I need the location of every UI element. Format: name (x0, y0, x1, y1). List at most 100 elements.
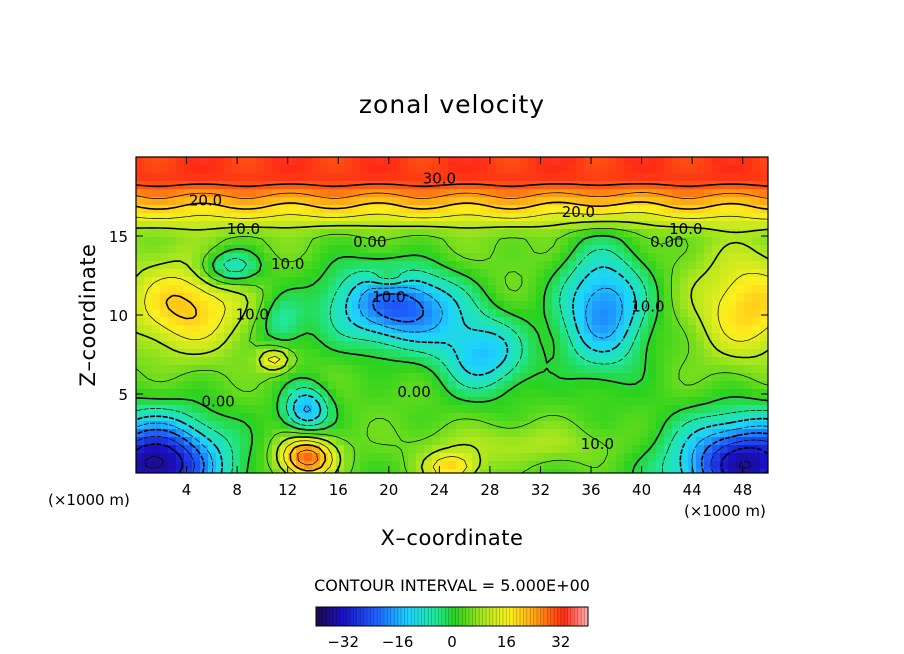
colorbar-segment (571, 607, 575, 626)
colorbar-segment (577, 607, 582, 626)
contour-line (136, 248, 768, 473)
contour-line (136, 287, 768, 473)
colorbar-segment (336, 607, 341, 626)
colorbar-ticks: −32 −16 0 16 32 (327, 633, 570, 651)
colorbar-segment (458, 607, 463, 626)
colorbar-segment (397, 607, 402, 626)
x-axis-label: X–coordinate (380, 526, 524, 550)
colorbar-segment (363, 607, 368, 626)
colorbar-segment (370, 607, 375, 626)
y-tick-label: 5 (118, 386, 128, 404)
contour-line (136, 443, 768, 473)
contour-label: 0.00 (201, 392, 234, 410)
contour-line (136, 227, 768, 473)
x-unit-right: (×1000 m) (684, 502, 766, 520)
x-tick-label: 32 (531, 481, 550, 499)
colorbar-segment (411, 607, 415, 626)
colorbar-segment (543, 607, 548, 626)
colorbar-segment (503, 607, 507, 626)
contour-label: 0.00 (353, 233, 386, 251)
colorbar-segment (421, 607, 426, 626)
colorbar-segment (489, 607, 494, 626)
contour-label: 10.0 (372, 288, 405, 306)
colorbar-segment (567, 607, 572, 626)
colorbar-segment (530, 607, 534, 626)
colorbar-segment (554, 607, 558, 626)
colorbar-segment (537, 607, 541, 626)
contour-label: 30.0 (423, 170, 456, 188)
contour-label: 10.0 (669, 220, 702, 238)
colorbar-segment (452, 607, 456, 626)
colorbar-segment (482, 607, 487, 626)
colorbar-segment (496, 607, 500, 626)
colorbar-tick-label: −32 (327, 633, 359, 651)
colorbar-segment (350, 607, 354, 626)
colorbar-segment (333, 607, 337, 626)
x-tick-label: 40 (632, 481, 651, 499)
x-tick-label: 4 (182, 481, 192, 499)
contour-lines (136, 182, 768, 473)
colorbar-segment (390, 607, 395, 626)
colorbar-segment (560, 607, 565, 626)
contour-label: 10.0 (227, 220, 260, 238)
colorbar-segment (526, 607, 531, 626)
colorbar-segment (367, 607, 371, 626)
colorbar-frame (315, 606, 589, 627)
colorbar-segment (455, 607, 460, 626)
colorbar-segment (445, 607, 449, 626)
colorbar-segment (574, 607, 579, 626)
x-axis: 4 8 12 16 20 24 28 32 36 40 44 48 (182, 157, 752, 499)
colorbar-segment (516, 607, 521, 626)
x-tick-label: 48 (733, 481, 752, 499)
x-tick-label: 8 (232, 481, 242, 499)
colorbar-segment (329, 607, 334, 626)
contour-label: 0.00 (397, 383, 430, 401)
colorbar-segment (343, 607, 347, 626)
colorbar-segment (492, 607, 497, 626)
contour-label: 20.0 (189, 192, 222, 210)
contour-line (136, 266, 768, 473)
colorbar-tick-label: −16 (382, 633, 414, 651)
contour-label: 0.00 (650, 233, 683, 251)
colorbar-segment (448, 607, 453, 626)
colorbar-segment (465, 607, 470, 626)
x-tick-label: 20 (379, 481, 398, 499)
colorbar-segment (584, 607, 589, 626)
colorbar-tick-label: 16 (497, 633, 516, 651)
colorbar-segment (438, 607, 443, 626)
colorbar-segment (384, 607, 388, 626)
colorbar-tick-label: 0 (447, 633, 457, 651)
colorbar-segment (428, 607, 432, 626)
colorbar-segment (441, 607, 446, 626)
colorbar-segment (353, 607, 358, 626)
x-tick-label: 24 (430, 481, 449, 499)
colorbar-segment (581, 607, 585, 626)
contour-label: 10.0 (236, 306, 269, 324)
colorbar-segment (509, 607, 514, 626)
colorbar-segment (533, 607, 538, 626)
x-tick-label: 44 (683, 481, 702, 499)
colorbar-segment (346, 607, 351, 626)
contour-line (136, 192, 768, 466)
colorbar-segment (418, 607, 422, 626)
contour-labels: 30.020.020.010.0 10.00.00 0.0010.010.010.0… (189, 170, 703, 453)
contour-line (136, 211, 768, 473)
colorbar-segment (431, 607, 436, 626)
colorbar-segment (339, 607, 344, 626)
contour-label: 20.0 (562, 203, 595, 221)
colorbar-segment (486, 607, 490, 626)
colorbar-segment (414, 607, 419, 626)
y-tick-label: 10 (109, 307, 128, 325)
colorbar-segment (479, 607, 483, 626)
x-tick-label: 36 (581, 481, 600, 499)
contour-line (136, 182, 768, 188)
contour-line (144, 455, 751, 469)
colorbar-segment (499, 607, 504, 626)
colorbar-segment (319, 607, 324, 626)
colorbar-segment (547, 607, 551, 626)
colorbar-segment (394, 607, 398, 626)
colorbar-segment (564, 607, 568, 626)
colorbar-segment (356, 607, 361, 626)
colorbar-segment (550, 607, 555, 626)
